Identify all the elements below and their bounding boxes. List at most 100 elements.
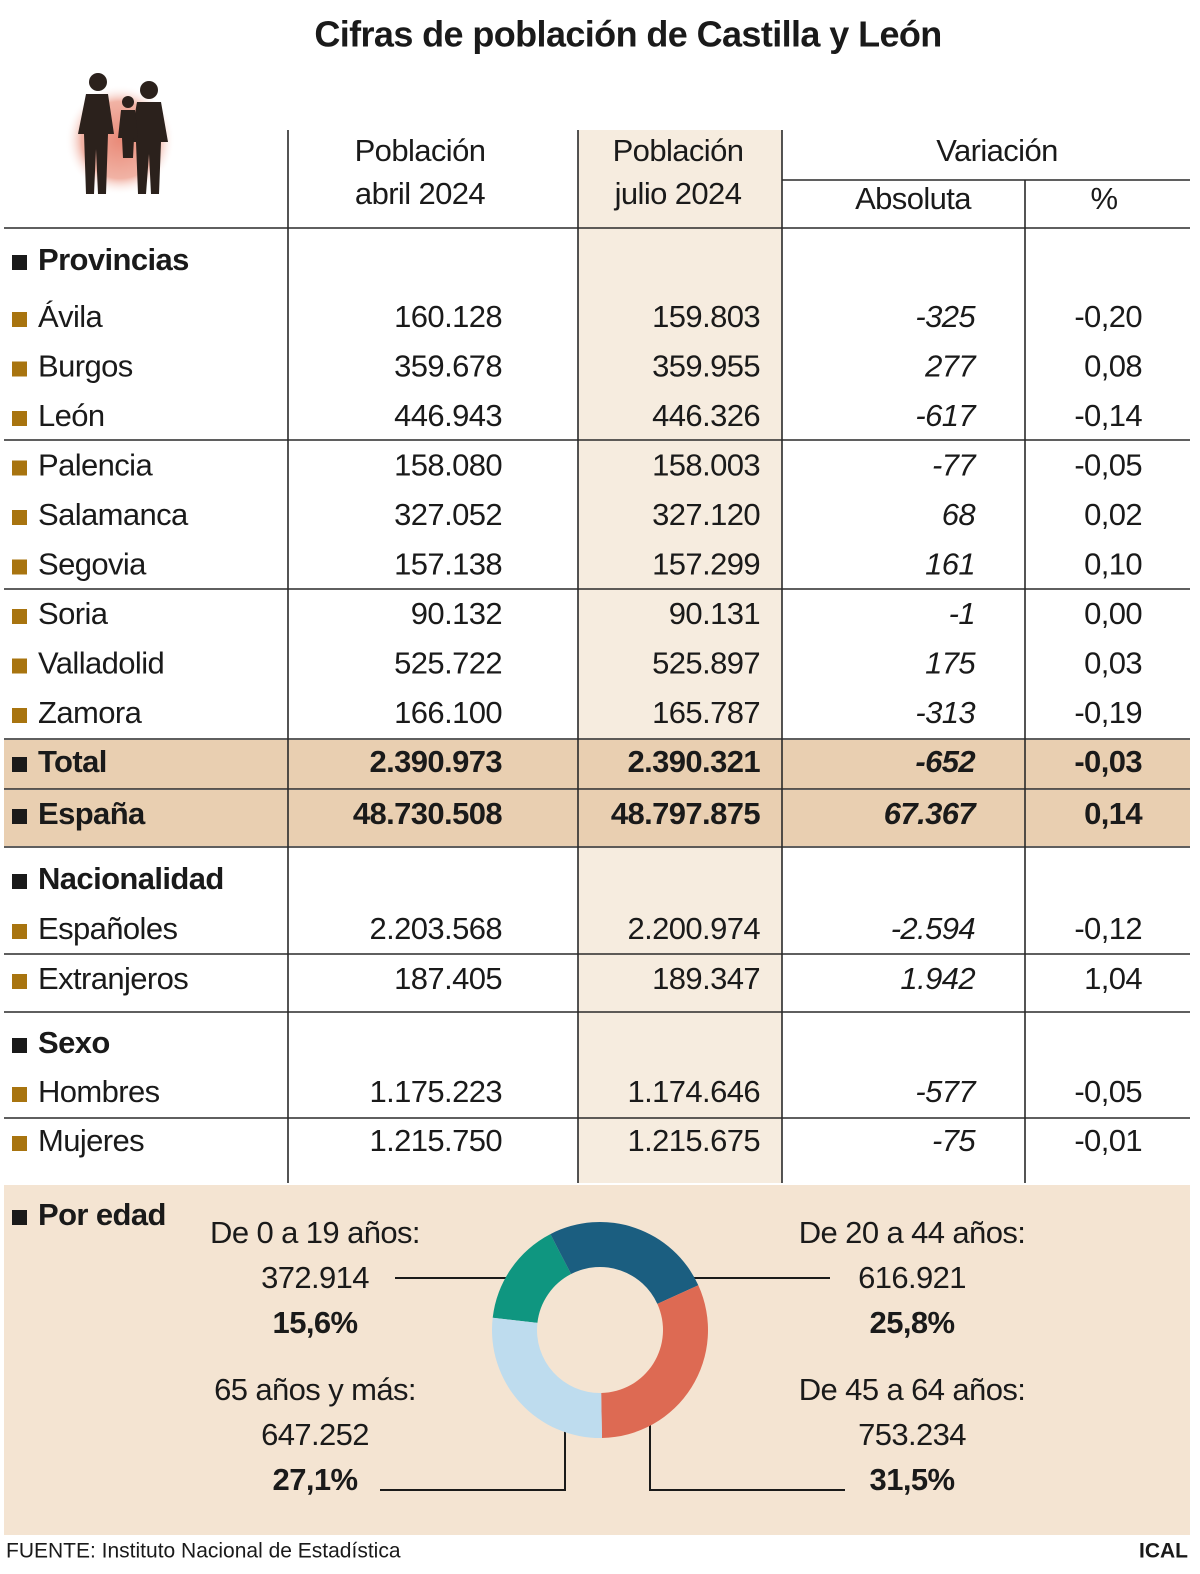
cell: 446.943 (394, 398, 502, 433)
cell: 525.897 (652, 646, 760, 681)
row-label: Valladolid (38, 646, 164, 681)
cell: -325 (915, 299, 976, 334)
donut-segment (492, 1317, 602, 1439)
row-label: Salamanca (38, 497, 189, 532)
highlight-column (578, 130, 782, 1183)
row-bullet (12, 658, 27, 674)
cell: 189.347 (652, 961, 760, 996)
section-title: Nacionalidad (38, 861, 224, 896)
agency: ICAL (1139, 1540, 1188, 1563)
age-population: 753.234 (858, 1417, 966, 1452)
cell: 48.797.875 (611, 796, 761, 831)
row-bullet (12, 312, 27, 327)
donut-segment (550, 1222, 699, 1304)
age-percent: 31,5% (870, 1462, 955, 1497)
cell: -0,05 (1074, 448, 1142, 483)
cell: 0,03 (1084, 646, 1142, 681)
column-header: Población (355, 133, 486, 168)
row-label: Españoles (38, 911, 177, 946)
cell: -0,19 (1074, 695, 1142, 730)
row-label: Ávila (38, 299, 104, 334)
cell: 1.175.223 (369, 1074, 502, 1109)
cell: 0,00 (1084, 596, 1142, 631)
cell: 2.390.973 (369, 744, 502, 779)
row-bullet (12, 411, 27, 426)
row-bullet (12, 1136, 27, 1151)
cell: 2.200.974 (627, 911, 760, 946)
row-label: Soria (38, 596, 109, 631)
row-bullet (12, 1087, 27, 1102)
row-bullet (12, 510, 27, 525)
row-label: León (38, 398, 105, 433)
row-label: Hombres (38, 1074, 160, 1109)
section-bullet (12, 1038, 27, 1053)
cell: 166.100 (394, 695, 502, 730)
row-label: Zamora (38, 695, 143, 730)
cell: 157.299 (652, 547, 760, 582)
cell: 1.215.750 (369, 1123, 502, 1158)
age-label: 65 años y más: (214, 1372, 416, 1407)
cell: -0,20 (1074, 299, 1142, 334)
cell: -0,01 (1074, 1123, 1142, 1158)
age-population: 647.252 (261, 1417, 369, 1452)
chart-title: Por edad (38, 1197, 166, 1232)
cell: -2.594 (891, 911, 976, 946)
donut-segment (492, 1234, 572, 1323)
age-label: De 45 a 64 años: (799, 1372, 1026, 1407)
cell: -0,03 (1074, 744, 1142, 779)
cell: 1.215.675 (627, 1123, 760, 1158)
row-bullet (12, 609, 27, 624)
section-bullet (12, 874, 27, 889)
cell: -577 (915, 1074, 977, 1109)
total-band (4, 740, 1190, 789)
row-label: España (38, 796, 146, 831)
row-bullet (12, 361, 27, 377)
row-bullet (12, 974, 27, 989)
column-header: Variación (936, 133, 1058, 168)
family-icon (65, 73, 175, 195)
column-header: Población (613, 133, 744, 168)
cell: -617 (915, 398, 977, 433)
row-label: Segovia (38, 547, 147, 582)
cell: 0,02 (1084, 497, 1142, 532)
cell: 159.803 (652, 299, 760, 334)
cell: -1 (949, 596, 975, 631)
cell: 165.787 (652, 695, 760, 730)
cell: 1.942 (900, 961, 975, 996)
cell: -0,12 (1074, 911, 1142, 946)
cell: -75 (932, 1123, 976, 1158)
section-title: Sexo (38, 1025, 110, 1060)
leader-lines (380, 1277, 845, 1491)
cell: 1.174.646 (627, 1074, 760, 1109)
age-percent: 27,1% (273, 1462, 358, 1497)
section-bullet (12, 1210, 27, 1225)
cell: 67.367 (884, 796, 978, 831)
column-header: julio 2024 (614, 176, 742, 211)
cell: 158.080 (394, 448, 502, 483)
cell: -0,14 (1074, 398, 1142, 433)
cell: 446.326 (652, 398, 760, 433)
source: FUENTE: Instituto Nacional de Estadístic… (6, 1540, 401, 1563)
age-percent: 15,6% (273, 1305, 358, 1340)
title: Cifras de población de Castilla y León (314, 14, 941, 55)
age-label: De 20 a 44 años: (799, 1215, 1026, 1250)
row-bullet (12, 708, 27, 723)
age-percent: 25,8% (870, 1305, 955, 1340)
row-label: Total (38, 744, 107, 779)
cell: 157.138 (394, 547, 502, 582)
row-bullet (12, 924, 27, 939)
cell: 359.678 (394, 349, 502, 384)
row-label: Mujeres (38, 1123, 144, 1158)
age-population: 616.921 (858, 1260, 966, 1295)
cell: 2.390.321 (627, 744, 760, 779)
column-header: abril 2024 (355, 176, 486, 211)
cell: 158.003 (652, 448, 760, 483)
row-bullet (12, 460, 27, 476)
cell: 68 (942, 497, 977, 532)
section-title: Provincias (38, 242, 189, 277)
column-header: Absoluta (855, 181, 972, 216)
cell: 0,10 (1084, 547, 1142, 582)
cell: 175 (925, 646, 976, 681)
cell: 160.128 (394, 299, 502, 334)
cell: 48.730.508 (353, 796, 503, 831)
